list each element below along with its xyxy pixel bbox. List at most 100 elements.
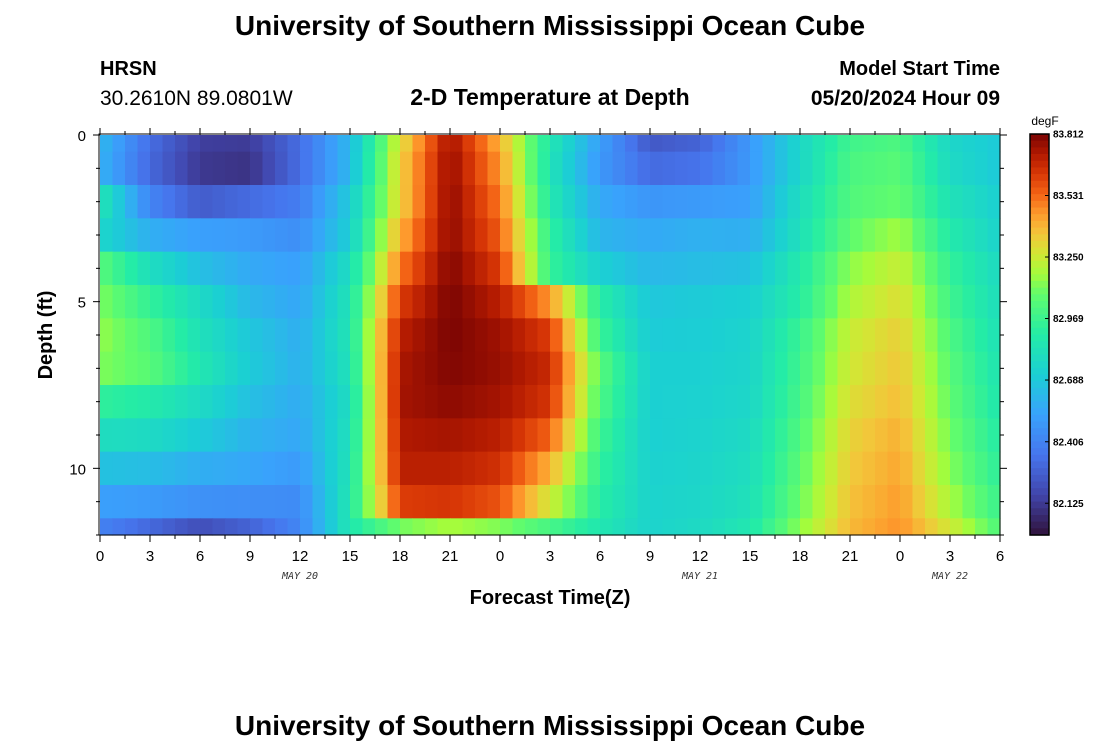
colorbar-segment xyxy=(1030,334,1049,342)
heatmap-cell xyxy=(262,385,276,419)
heatmap-cell xyxy=(500,318,514,353)
colorbar-segment xyxy=(1030,414,1049,422)
heatmap-cell xyxy=(375,285,389,319)
heatmap-cell xyxy=(850,285,864,319)
heatmap-cell xyxy=(625,351,639,386)
heatmap-cell xyxy=(175,151,189,186)
heatmap-cell xyxy=(900,185,914,219)
heatmap-cell xyxy=(537,451,551,486)
heatmap-cell xyxy=(800,185,814,219)
heatmap-cell xyxy=(775,385,789,419)
heatmap-cell xyxy=(425,285,439,319)
heatmap-cell xyxy=(975,418,989,453)
heatmap-cell xyxy=(787,251,801,286)
heatmap-cell xyxy=(562,351,576,386)
heatmap-cell xyxy=(475,218,489,253)
heatmap-cell xyxy=(987,285,1001,319)
heatmap-cell xyxy=(712,385,726,419)
heatmap-cell xyxy=(487,135,501,153)
heatmap-cell xyxy=(750,485,764,519)
heatmap-cell xyxy=(312,451,326,486)
heatmap-cell xyxy=(575,485,589,519)
heatmap-cell xyxy=(800,385,814,419)
heatmap-cell xyxy=(587,318,601,353)
heatmap-cell xyxy=(137,418,151,453)
heatmap-cell xyxy=(637,318,651,353)
heatmap-cell xyxy=(450,418,464,453)
heatmap-cell xyxy=(950,318,964,353)
heatmap-cell xyxy=(587,185,601,219)
heatmap-cell xyxy=(937,135,951,153)
heatmap-cell xyxy=(425,351,439,386)
heatmap-cell xyxy=(237,518,251,536)
heatmap-cell xyxy=(750,451,764,486)
heatmap-cell xyxy=(712,285,726,319)
heatmap-cell xyxy=(237,451,251,486)
x-tick-label: 15 xyxy=(342,548,359,565)
heatmap-cell xyxy=(700,151,714,186)
heatmap-cell xyxy=(400,318,414,353)
heatmap-cell xyxy=(925,385,939,419)
heatmap-cell xyxy=(787,318,801,353)
colorbar-segment xyxy=(1030,354,1049,362)
heatmap-cell xyxy=(875,218,889,253)
heatmap-cell xyxy=(550,385,564,419)
heatmap-cell xyxy=(412,518,426,536)
heatmap-cell xyxy=(825,318,839,353)
heatmap-cell xyxy=(187,251,201,286)
y-tick-label: 0 xyxy=(78,128,86,145)
heatmap-cell xyxy=(825,485,839,519)
heatmap-cell xyxy=(950,385,964,419)
heatmap-cell xyxy=(762,218,776,253)
heatmap-cell xyxy=(750,151,764,186)
colorbar-segment xyxy=(1030,287,1049,295)
heatmap-cell xyxy=(862,251,876,286)
heatmap-cell xyxy=(200,151,214,186)
heatmap-cell xyxy=(175,135,189,153)
heatmap-cell xyxy=(437,451,451,486)
heatmap-cell xyxy=(100,151,114,186)
heatmap-cell xyxy=(525,218,539,253)
heatmap-cell xyxy=(562,485,576,519)
heatmap-cell xyxy=(400,351,414,386)
heatmap-cell xyxy=(975,351,989,386)
heatmap-cell xyxy=(287,451,301,486)
heatmap-cell xyxy=(787,451,801,486)
heatmap-cell xyxy=(362,185,376,219)
heatmap-cell xyxy=(250,151,264,186)
heatmap-cell xyxy=(175,218,189,253)
heatmap-cell xyxy=(762,135,776,153)
heatmap-cell xyxy=(875,485,889,519)
heatmap-cell xyxy=(650,151,664,186)
heatmap-cell xyxy=(337,485,351,519)
heatmap-cell xyxy=(725,518,739,536)
heatmap-cell xyxy=(250,485,264,519)
heatmap-cell xyxy=(337,151,351,186)
heatmap-cell xyxy=(612,318,626,353)
heatmap-cell xyxy=(462,418,476,453)
heatmap-cell xyxy=(225,151,239,186)
heatmap-cell xyxy=(775,418,789,453)
heatmap-cell xyxy=(250,218,264,253)
heatmap-cell xyxy=(850,135,864,153)
heatmap-cell xyxy=(150,418,164,453)
heatmap-cell xyxy=(412,485,426,519)
heatmap-cell xyxy=(737,485,751,519)
colorbar-segment xyxy=(1030,140,1049,148)
heatmap-cell xyxy=(362,151,376,186)
heatmap-cell xyxy=(900,351,914,386)
heatmap-cell xyxy=(450,518,464,536)
heatmap-cell xyxy=(350,251,364,286)
heatmap-cell xyxy=(350,185,364,219)
heatmap-cell xyxy=(125,485,139,519)
heatmap-cell xyxy=(762,351,776,386)
heatmap-cell xyxy=(800,485,814,519)
heatmap-cell xyxy=(475,151,489,186)
heatmap-cell xyxy=(387,385,401,419)
heatmap-cell xyxy=(325,135,339,153)
colorbar-segment xyxy=(1030,254,1049,262)
heatmap-cell xyxy=(562,451,576,486)
heatmap-cell xyxy=(450,485,464,519)
heatmap-cell xyxy=(887,318,901,353)
heatmap-cell xyxy=(537,351,551,386)
